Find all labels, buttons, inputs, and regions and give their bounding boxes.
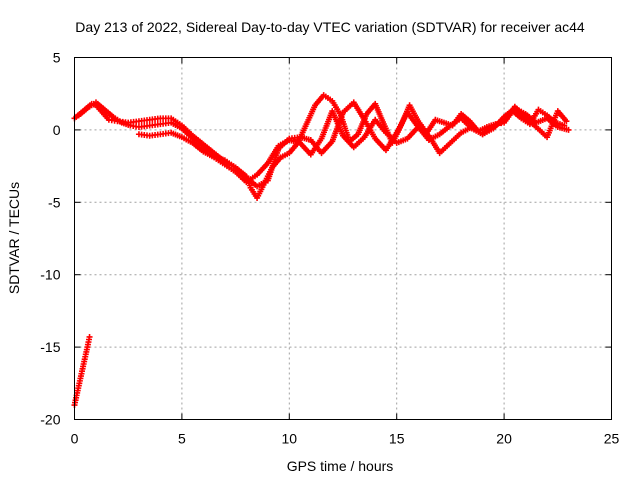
series-track-b [75,99,570,190]
data-point [563,118,570,125]
axis-ticks [74,57,612,420]
y-tick-label: -20 [40,412,60,428]
x-tick-label: 20 [496,431,512,447]
x-axis-label: GPS time / hours [287,458,394,474]
x-tick-labels: 0 5 10 15 20 25 [71,431,620,447]
y-tick-label: 0 [53,122,61,138]
x-tick-label: 10 [282,431,298,447]
x-tick-label: 0 [71,431,79,447]
chart-title: Day 213 of 2022, Sidereal Day-to-day VTE… [75,19,585,35]
y-axis-label: SDTVAR / TECUs [6,182,22,294]
series-track-c [135,105,572,186]
y-tick-labels: -20 -15 -10 -5 0 5 [40,50,60,428]
data-point [86,333,93,340]
x-tick-label: 5 [178,431,186,447]
series-track-a [71,92,568,201]
x-tick-label: 15 [389,431,405,447]
y-tick-label: -5 [48,194,61,210]
x-tick-label: 25 [604,431,620,447]
data-points [71,92,572,409]
plot-frame [74,57,612,420]
y-tick-label: 5 [53,50,61,66]
y-tick-label: -15 [40,339,60,355]
y-tick-label: -10 [40,267,60,283]
data-point [565,126,572,133]
